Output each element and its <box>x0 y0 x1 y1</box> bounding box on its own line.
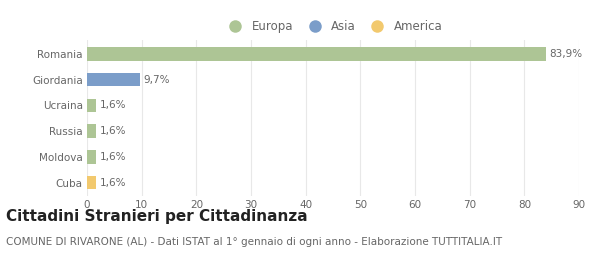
Bar <box>87 73 140 86</box>
Bar <box>87 150 96 164</box>
Legend: Europa, Asia, America: Europa, Asia, America <box>219 15 447 37</box>
Text: 1,6%: 1,6% <box>100 178 126 187</box>
Bar <box>87 99 96 112</box>
Text: 1,6%: 1,6% <box>100 126 126 136</box>
Text: 9,7%: 9,7% <box>144 75 170 85</box>
Text: 1,6%: 1,6% <box>100 152 126 162</box>
Text: 1,6%: 1,6% <box>100 100 126 110</box>
Text: 83,9%: 83,9% <box>550 49 583 59</box>
Bar <box>87 47 545 61</box>
Text: COMUNE DI RIVARONE (AL) - Dati ISTAT al 1° gennaio di ogni anno - Elaborazione T: COMUNE DI RIVARONE (AL) - Dati ISTAT al … <box>6 237 502 246</box>
Text: Cittadini Stranieri per Cittadinanza: Cittadini Stranieri per Cittadinanza <box>6 209 308 224</box>
Bar <box>87 125 96 138</box>
Bar <box>87 176 96 189</box>
